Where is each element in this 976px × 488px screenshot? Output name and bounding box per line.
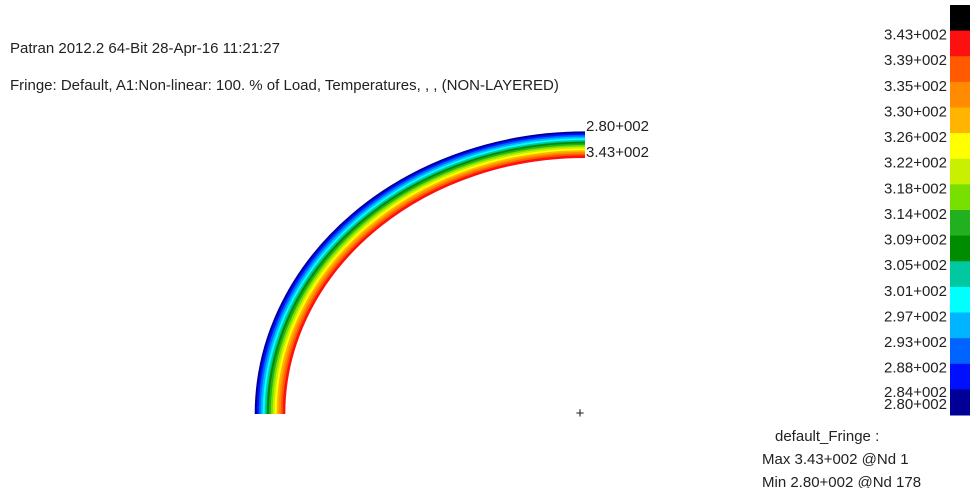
header-line: Fringe: Default, A1:Non-linear: 100. % o… (10, 77, 559, 94)
fringe-band (276, 150, 586, 415)
fringe-band (270, 145, 586, 415)
footer-line: Max 3.43+002 @Nd 1 (762, 451, 909, 468)
legend-label: 3.35+002 (884, 78, 947, 95)
legend-label: 3.14+002 (884, 206, 947, 223)
fringe-band (272, 146, 586, 415)
legend-label: 3.05+002 (884, 257, 947, 274)
fringe-band (274, 148, 586, 415)
legend-label: 3.01+002 (884, 283, 947, 300)
legend-label: 3.39+002 (884, 52, 947, 69)
legend-swatch (950, 30, 970, 57)
fringe-band (282, 155, 586, 415)
fringe-band (260, 136, 586, 415)
legend-label: 3.18+002 (884, 180, 947, 197)
legend-label: 3.30+002 (884, 103, 947, 120)
legend-swatch (950, 363, 970, 390)
footer-line: Min 2.80+002 @Nd 178 (762, 474, 921, 488)
legend-label: 3.43+002 (884, 27, 947, 44)
fringe-band (264, 139, 586, 415)
legend-label: 3.09+002 (884, 232, 947, 249)
legend-swatch (950, 286, 970, 313)
legend-swatch (950, 133, 970, 160)
legend-swatch (950, 5, 970, 32)
legend-label: 2.88+002 (884, 360, 947, 377)
legend-swatch (950, 312, 970, 339)
legend-swatch (950, 56, 970, 83)
legend-label: 2.80+002 (884, 396, 947, 413)
legend-swatch (950, 389, 970, 416)
annotation: 3.43+002 (586, 144, 649, 161)
fringe-band (254, 131, 586, 415)
fringe-band (280, 153, 586, 415)
legend-label: 2.97+002 (884, 308, 947, 325)
legend-label: 3.22+002 (884, 155, 947, 172)
legend-swatch (950, 107, 970, 134)
fringe-band (256, 133, 586, 415)
footer-line: default_Fringe : (775, 428, 879, 445)
legend-swatch (950, 81, 970, 108)
legend: 3.43+002 3.39+002 3.35+002 3.30+002 3.26+002… (884, 5, 970, 416)
fringe-band (266, 141, 586, 415)
legend-swatch (950, 210, 970, 237)
legend-swatch (950, 158, 970, 185)
legend-label: 3.26+002 (884, 129, 947, 146)
legend-label: 2.93+002 (884, 334, 947, 351)
annotation: 2.80+002 (586, 118, 649, 135)
fringe-band (278, 151, 586, 415)
fringe-band (262, 138, 586, 415)
legend-swatch (950, 338, 970, 365)
legend-swatch (950, 261, 970, 288)
fringe-band (268, 143, 586, 415)
header-line: Patran 2012.2 64-Bit 28-Apr-16 11:21:27 (10, 40, 280, 57)
fringe-band (258, 134, 586, 415)
legend-swatch (950, 235, 970, 262)
legend-swatch (950, 184, 970, 211)
fringe-arc (254, 131, 586, 415)
origin-cross: + (576, 405, 585, 422)
legend-label: 2.84+002 (884, 384, 947, 401)
